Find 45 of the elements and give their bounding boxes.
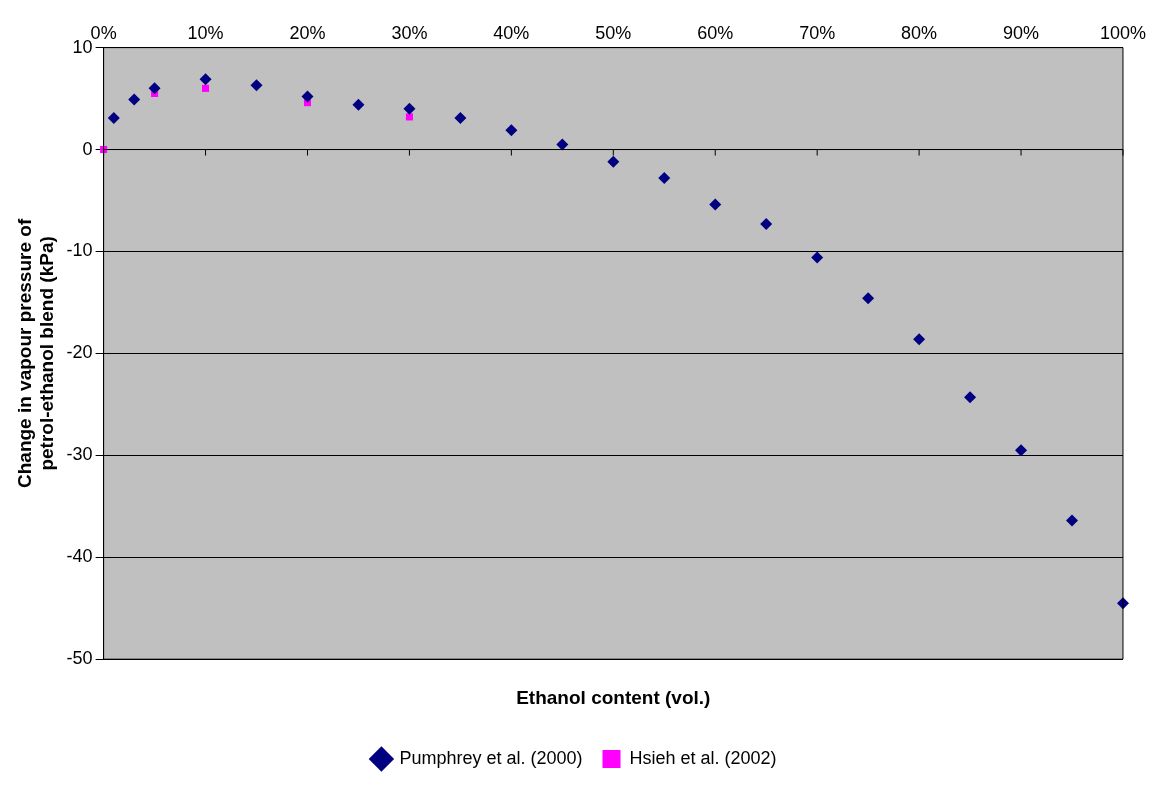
x-tick-label: 20% bbox=[289, 22, 326, 43]
point bbox=[811, 251, 824, 264]
point bbox=[862, 292, 875, 305]
x-tick-label: 10% bbox=[187, 22, 224, 43]
y-tick-label: -40 bbox=[66, 546, 93, 567]
x-tick-label: 0% bbox=[90, 22, 117, 43]
point bbox=[352, 98, 365, 111]
point bbox=[202, 84, 210, 92]
point bbox=[964, 391, 977, 404]
y-tick-label: -10 bbox=[66, 240, 93, 261]
x-tick-label: 100% bbox=[1099, 22, 1146, 43]
x-tick-label: 60% bbox=[697, 22, 734, 43]
point bbox=[107, 111, 120, 124]
x-tick-label: 80% bbox=[901, 22, 938, 43]
point bbox=[454, 111, 467, 124]
point bbox=[1015, 444, 1028, 457]
x-axis-title: Ethanol content (vol.) bbox=[516, 686, 711, 708]
point bbox=[405, 113, 413, 121]
y-tick-label: 10 bbox=[72, 36, 93, 57]
x-tick-label: 90% bbox=[1003, 22, 1040, 43]
y-tick-label: -50 bbox=[66, 648, 93, 669]
point bbox=[556, 138, 569, 151]
y-tick-label: -20 bbox=[66, 342, 93, 363]
point bbox=[505, 124, 518, 137]
point bbox=[1066, 514, 1079, 527]
legend-label: Hsieh et al. (2002) bbox=[629, 747, 777, 768]
y-axis-title: Change in vapour pressure of petrol-ethanol blend (kPa) bbox=[13, 218, 58, 489]
legend-label: Pumphrey et al. (2000) bbox=[399, 747, 583, 768]
x-tick-label: 50% bbox=[595, 22, 632, 43]
y-tick-label: 0 bbox=[82, 138, 93, 159]
point bbox=[148, 82, 161, 95]
point bbox=[301, 90, 314, 103]
x-tick-label: 70% bbox=[799, 22, 836, 43]
point bbox=[199, 73, 212, 86]
point bbox=[250, 79, 263, 92]
y-tick-label: -30 bbox=[66, 444, 93, 465]
x-tick-label: 40% bbox=[493, 22, 530, 43]
x-tick-label: 30% bbox=[391, 22, 428, 43]
point bbox=[709, 198, 722, 211]
point bbox=[658, 172, 671, 185]
point bbox=[607, 155, 620, 168]
point bbox=[403, 102, 416, 115]
point bbox=[913, 333, 926, 346]
point bbox=[128, 93, 141, 106]
point bbox=[760, 217, 773, 230]
